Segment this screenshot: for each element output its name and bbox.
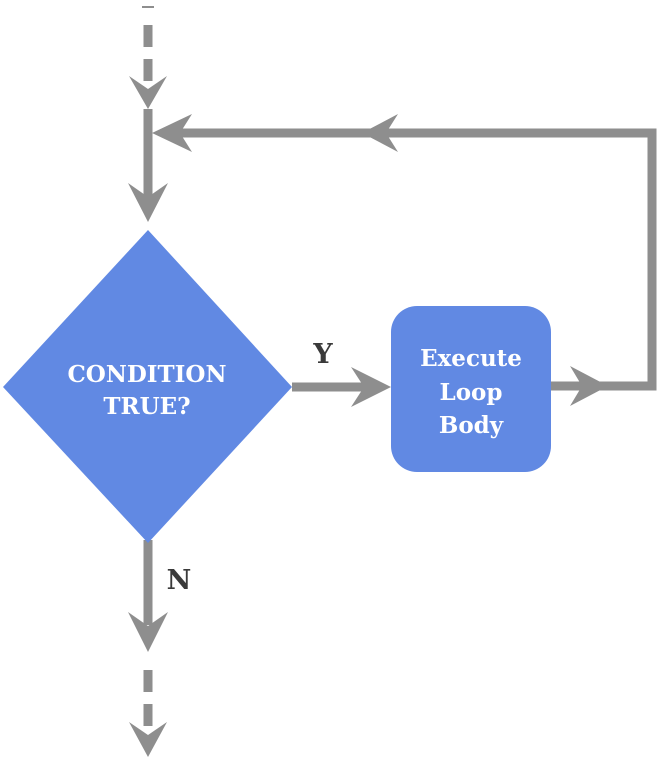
process-node: Execute Loop Body [391,306,551,472]
yes-branch-arrowhead [351,367,391,407]
yes-branch-connector: Y [292,339,391,407]
merge-to-decision-connector [128,109,168,222]
decision-diamond [3,230,292,543]
decision-label-line1: CONDITION [67,361,226,388]
decision-label-line2: TRUE? [103,393,190,420]
process-label-line1: Execute [420,345,522,372]
no-label: N [167,565,192,596]
process-box [391,306,551,472]
process-label-line3: Body [439,412,504,439]
incoming-connector [129,6,167,109]
no-branch-arrowhead [128,612,168,652]
decision-entry-arrowhead [128,183,168,222]
incoming-arrowhead [129,76,167,109]
loop-back-connector [152,114,657,406]
yes-label: Y [312,339,333,370]
no-branch-connector: N [128,540,191,757]
process-label-line2: Loop [440,379,503,406]
decision-node: CONDITION TRUE? [3,230,292,543]
loop-back-merge-arrowhead [152,114,192,152]
outgoing-arrowhead [129,722,167,757]
body-exit-arrowhead [570,366,608,406]
loop-back-mid-arrowhead [362,114,398,152]
